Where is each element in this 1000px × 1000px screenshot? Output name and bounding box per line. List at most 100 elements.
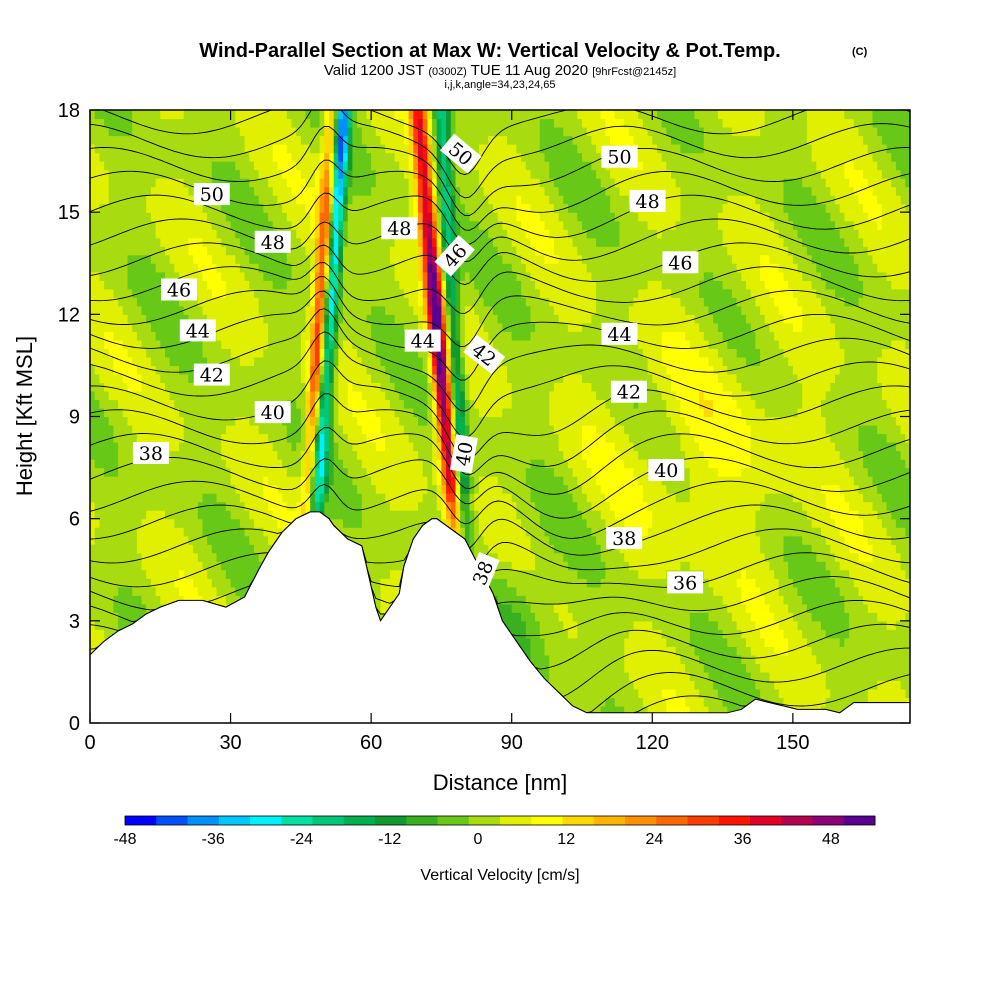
velocity-cell: [404, 519, 409, 528]
velocity-cell: [217, 570, 222, 579]
velocity-cell: [90, 306, 95, 315]
velocity-cell: [203, 510, 208, 519]
velocity-cell: [268, 468, 273, 477]
velocity-cell: [104, 136, 109, 145]
velocity-cell: [292, 451, 297, 460]
velocity-cell: [174, 238, 179, 247]
velocity-cell: [273, 314, 278, 323]
velocity-cell: [142, 212, 147, 221]
velocity-cell: [104, 476, 109, 485]
velocity-cell: [292, 400, 297, 409]
velocity-cell: [151, 289, 156, 298]
velocity-cell: [268, 221, 273, 230]
velocity-cell: [142, 553, 147, 562]
velocity-cell: [381, 536, 386, 545]
velocity-cell: [104, 323, 109, 332]
velocity-cell: [142, 204, 147, 213]
velocity-cell: [385, 204, 390, 213]
velocity-cell: [273, 178, 278, 187]
velocity-cell: [287, 374, 292, 383]
velocity-cell: [170, 348, 175, 357]
velocity-cell: [146, 493, 151, 502]
velocity-cell: [170, 331, 175, 340]
velocity-cell: [231, 365, 236, 374]
velocity-cell: [348, 348, 353, 357]
velocity-cell: [245, 204, 250, 213]
velocity-cell: [320, 365, 325, 374]
velocity-cell: [376, 255, 381, 264]
velocity-cell: [306, 289, 311, 298]
velocity-cell: [99, 144, 104, 153]
velocity-cell: [301, 221, 306, 230]
velocity-cell: [324, 280, 329, 289]
velocity-cell: [156, 570, 161, 579]
velocity-cell: [385, 434, 390, 443]
velocity-cell: [118, 510, 123, 519]
velocity-cell: [259, 297, 264, 306]
velocity-cell: [409, 417, 414, 426]
velocity-cell: [231, 553, 236, 562]
velocity-cell: [263, 212, 268, 221]
velocity-cell: [385, 136, 390, 145]
velocity-cell: [198, 119, 203, 128]
velocity-cell: [198, 110, 203, 119]
velocity-cell: [146, 323, 151, 332]
velocity-cell: [123, 306, 128, 315]
velocity-cell: [113, 314, 118, 323]
velocity-cell: [306, 468, 311, 477]
velocity-cell: [188, 459, 193, 468]
velocity-cell: [235, 110, 240, 119]
velocity-cell: [254, 459, 259, 468]
velocity-cell: [367, 263, 372, 272]
velocity-cell: [137, 297, 142, 306]
velocity-cell: [188, 578, 193, 587]
velocity-cell: [104, 187, 109, 196]
velocity-cell: [404, 272, 409, 281]
velocity-cell: [165, 544, 170, 553]
velocity-cell: [381, 425, 386, 434]
velocity-cell: [376, 510, 381, 519]
velocity-cell: [352, 255, 357, 264]
velocity-cell: [301, 434, 306, 443]
velocity-cell: [231, 578, 236, 587]
velocity-cell: [385, 519, 390, 528]
velocity-cell: [320, 442, 325, 451]
velocity-cell: [221, 144, 226, 153]
velocity-cell: [324, 417, 329, 426]
velocity-cell: [113, 434, 118, 443]
velocity-cell: [292, 382, 297, 391]
velocity-cell: [184, 119, 189, 128]
velocity-cell: [395, 425, 400, 434]
velocity-cell: [99, 221, 104, 230]
velocity-cell: [170, 408, 175, 417]
velocity-cell: [160, 263, 165, 272]
velocity-cell: [165, 221, 170, 230]
velocity-cell: [109, 587, 114, 596]
velocity-cell: [324, 348, 329, 357]
velocity-cell: [376, 357, 381, 366]
velocity-cell: [310, 161, 315, 170]
velocity-cell: [118, 374, 123, 383]
velocity-cell: [277, 110, 282, 119]
velocity-cell: [95, 119, 100, 128]
velocity-cell: [381, 119, 386, 128]
velocity-cell: [170, 570, 175, 579]
velocity-cell: [399, 510, 404, 519]
velocity-cell: [235, 476, 240, 485]
velocity-cell: [203, 587, 208, 596]
velocity-cell: [156, 578, 161, 587]
velocity-cell: [188, 255, 193, 264]
velocity-cell: [142, 476, 147, 485]
velocity-cell: [95, 391, 100, 400]
velocity-cell: [170, 493, 175, 502]
velocity-cell: [268, 212, 273, 221]
velocity-cell: [240, 127, 245, 136]
velocity-cell: [362, 417, 367, 426]
velocity-cell: [287, 382, 292, 391]
velocity-cell: [203, 306, 208, 315]
velocity-cell: [118, 425, 123, 434]
velocity-cell: [329, 442, 334, 451]
velocity-cell: [273, 527, 278, 536]
velocity-cell: [99, 195, 104, 204]
velocity-cell: [137, 144, 142, 153]
